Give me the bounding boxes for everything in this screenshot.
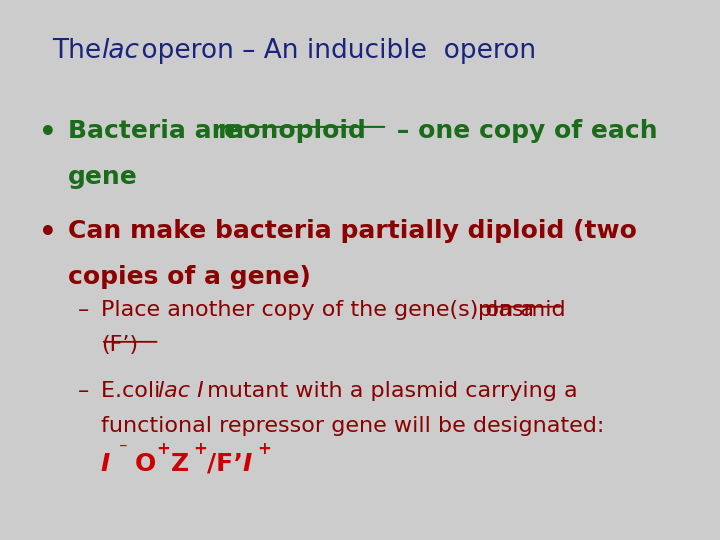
Text: E.coli: E.coli (101, 381, 167, 401)
Text: copies of a gene): copies of a gene) (68, 265, 311, 288)
Text: •: • (39, 119, 57, 147)
Text: I: I (101, 452, 110, 476)
Text: functional repressor gene will be designated:: functional repressor gene will be design… (101, 416, 604, 436)
Text: •: • (39, 219, 57, 247)
Text: plasmid: plasmid (478, 300, 566, 320)
Text: Place another copy of the gene(s) on a: Place another copy of the gene(s) on a (101, 300, 541, 320)
Text: Can make bacteria partially diploid (two: Can make bacteria partially diploid (two (68, 219, 637, 242)
Text: Bacteria are: Bacteria are (68, 119, 250, 143)
Text: gene: gene (68, 165, 138, 188)
Text: lac I: lac I (158, 381, 204, 401)
Text: operon – An inducible  operon: operon – An inducible operon (133, 38, 536, 64)
Text: +: + (257, 440, 271, 458)
Text: – one copy of each: – one copy of each (388, 119, 658, 143)
Text: Z: Z (171, 452, 189, 476)
Text: monoploid: monoploid (218, 119, 366, 143)
Text: –: – (78, 300, 89, 320)
Text: The: The (52, 38, 109, 64)
Text: mutant with a plasmid carrying a: mutant with a plasmid carrying a (200, 381, 578, 401)
Text: O: O (135, 452, 156, 476)
Text: ⁻: ⁻ (119, 440, 127, 458)
Text: /F’: /F’ (207, 452, 243, 476)
Text: lac: lac (101, 38, 139, 64)
Text: +: + (156, 440, 170, 458)
Text: –: – (78, 381, 89, 401)
Text: I: I (242, 452, 251, 476)
Text: (F’): (F’) (101, 335, 138, 355)
Text: +: + (193, 440, 207, 458)
